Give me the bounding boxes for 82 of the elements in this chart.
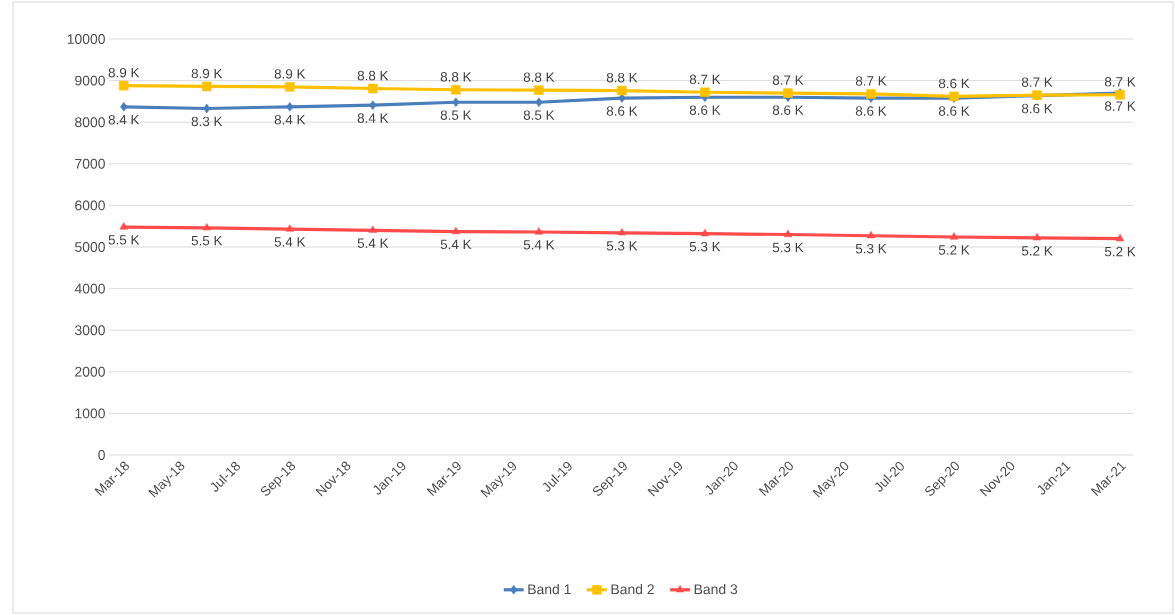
y-tick-label: 1000	[75, 408, 105, 419]
data-label: 8.8 K	[523, 72, 555, 82]
data-label: 5.5 K	[108, 235, 140, 245]
legend-label: Band 3	[694, 583, 738, 595]
data-label: 5.2 K	[938, 245, 970, 255]
y-tick-label: 4000	[74, 283, 105, 294]
point	[1115, 233, 1125, 242]
point	[535, 97, 543, 107]
data-label: 5.3 K	[606, 241, 638, 251]
data-label: 8.6 K	[1021, 103, 1053, 114]
data-label: 8.6 K	[606, 106, 638, 116]
point	[202, 223, 211, 231]
point	[534, 227, 544, 235]
point	[452, 97, 460, 107]
y-tick-label: 2000	[75, 366, 105, 377]
point	[949, 232, 959, 240]
point	[451, 226, 460, 235]
data-label: 8.8 K	[357, 70, 389, 81]
point	[119, 80, 129, 91]
data-label: 8.7 K	[689, 74, 721, 85]
data-label: 8.4 K	[108, 114, 140, 125]
data-label: 8.7 K	[1104, 101, 1136, 111]
data-label: 8.6 K	[938, 106, 970, 116]
data-label: 8.6 K	[855, 106, 887, 116]
data-label: 8.7 K	[772, 75, 804, 85]
data-label: 8.6 K	[772, 105, 804, 115]
point	[617, 228, 627, 236]
point	[368, 225, 377, 233]
data-label: 8.9 K	[274, 69, 306, 79]
data-label: 8.9 K	[108, 67, 140, 78]
point	[202, 81, 212, 92]
y-tick-label: 6000	[75, 200, 105, 211]
point	[783, 229, 793, 238]
data-label: 5.3 K	[772, 242, 804, 253]
point	[866, 231, 876, 239]
data-label: 5.4 K	[440, 239, 472, 250]
data-label: 8.5 K	[523, 110, 555, 120]
data-label: 5.4 K	[523, 240, 555, 250]
point	[700, 87, 710, 97]
data-label: 8.9 K	[191, 68, 223, 79]
data-label: 5.5 K	[191, 236, 223, 246]
y-tick-label: 8000	[75, 117, 105, 128]
data-label: 8.4 K	[274, 114, 306, 125]
point	[286, 102, 294, 112]
point	[866, 89, 876, 99]
point	[451, 85, 461, 95]
point	[368, 83, 378, 94]
data-label: 8.8 K	[606, 72, 638, 83]
data-label: 8.7 K	[855, 76, 887, 86]
point	[203, 103, 211, 114]
data-label: 8.8 K	[440, 72, 472, 82]
y-tick-label: 5000	[75, 242, 105, 252]
data-label: 5.4 K	[274, 237, 306, 247]
data-label: 5.4 K	[357, 238, 389, 248]
point	[700, 228, 710, 237]
point	[285, 82, 295, 92]
point	[120, 102, 128, 112]
data-label: 8.5 K	[440, 110, 472, 120]
data-label: 8.4 K	[357, 113, 389, 123]
point	[285, 224, 294, 232]
data-label: 5.2 K	[1104, 246, 1136, 257]
data-label: 8.6 K	[938, 78, 970, 89]
data-label: 8.3 K	[191, 116, 223, 127]
y-tick-label: 9000	[75, 75, 105, 86]
point	[617, 85, 627, 96]
data-label: 5.3 K	[689, 241, 721, 252]
y-tick-label: 3000	[74, 325, 105, 336]
point	[369, 100, 377, 110]
legend-label: Band 1	[528, 583, 571, 595]
y-tick-label: 0	[98, 450, 105, 460]
data-label: 8.6 K	[689, 105, 721, 115]
legend-label: Band 2	[611, 583, 654, 595]
data-label: 8.7 K	[1021, 77, 1053, 87]
data-label: 5.3 K	[855, 243, 887, 254]
y-tick-label: 10000	[67, 34, 105, 44]
point	[119, 222, 128, 230]
y-tick-label: 7000	[75, 158, 105, 169]
data-label: 5.2 K	[1021, 246, 1053, 256]
point	[1032, 233, 1042, 241]
point	[783, 88, 793, 98]
data-label: 8.7 K	[1104, 77, 1136, 87]
point	[534, 85, 544, 95]
